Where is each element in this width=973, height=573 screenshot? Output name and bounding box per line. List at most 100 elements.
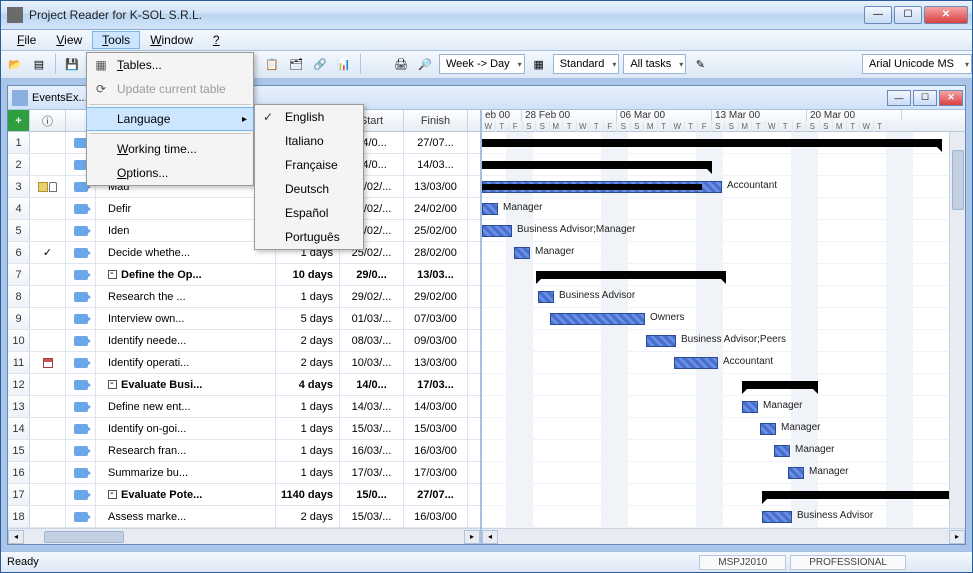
gantt-row[interactable] xyxy=(482,132,965,154)
gantt-bar-task[interactable]: Business Advisor xyxy=(762,511,792,523)
gantt-row[interactable] xyxy=(482,264,965,286)
gantt-bar-task[interactable]: Accountant xyxy=(674,357,718,369)
gantt-bar-task[interactable]: Manager xyxy=(788,467,804,479)
gantt-row[interactable]: Business Advisor;Manager xyxy=(482,220,965,242)
gantt-row[interactable]: Manager xyxy=(482,462,965,484)
timescale-combo[interactable]: Week -> Day xyxy=(439,54,525,74)
gantt-bar-task[interactable]: Business Advisor xyxy=(538,291,554,303)
table-row[interactable]: 13Define new ent...1 days14/03/...14/03/… xyxy=(8,396,480,418)
gantt-row[interactable] xyxy=(482,154,965,176)
table-combo[interactable]: Standard xyxy=(553,54,620,74)
tools-item-working-time-[interactable]: Working time... xyxy=(87,137,253,161)
maximize-button[interactable]: ☐ xyxy=(894,6,922,24)
doc-maximize-button[interactable]: ☐ xyxy=(913,90,937,106)
tool-icon[interactable]: 🗂 xyxy=(286,54,306,74)
gantt-row[interactable]: Accountant xyxy=(482,352,965,374)
tools-item-options-[interactable]: Options... xyxy=(87,161,253,185)
tools-item-language[interactable]: Language xyxy=(86,107,254,131)
gantt-bar-task[interactable]: Manager xyxy=(742,401,758,413)
grid-body[interactable]: 1ys24/0...27/07...2ys24/0...14/03...3Mau… xyxy=(8,132,480,528)
table-row[interactable]: 7Define the Op...10 days29/0...13/03... xyxy=(8,264,480,286)
save-icon[interactable]: 💾 xyxy=(62,54,82,74)
menu-window[interactable]: Window xyxy=(140,31,203,49)
gantt-bar-task[interactable]: Manager xyxy=(774,445,790,457)
gantt-bar-task[interactable]: Business Advisor;Manager xyxy=(482,225,512,237)
gantt-scroll-right-icon[interactable]: ▸ xyxy=(949,530,965,544)
timescale[interactable]: eb 0028 Feb 0006 Mar 0013 Mar 0020 Mar 0… xyxy=(482,110,965,132)
doc-close-button[interactable]: ✕ xyxy=(939,90,963,106)
scroll-right-icon[interactable]: ▸ xyxy=(464,530,480,544)
gantt-bar-progress[interactable] xyxy=(762,492,942,498)
link-icon[interactable]: 🔗 xyxy=(310,54,330,74)
gantt-bar-task[interactable]: Owners xyxy=(550,313,645,325)
highlight-icon[interactable]: ✎ xyxy=(690,54,710,74)
doc-minimize-button[interactable]: — xyxy=(887,90,911,106)
table-row[interactable]: 14Identify on-goi...1 days15/03/...15/03… xyxy=(8,418,480,440)
table-row[interactable]: 8Research the ...1 days29/02/...29/02/00 xyxy=(8,286,480,308)
gantt-bar-task[interactable]: Manager xyxy=(760,423,776,435)
gantt-bar-progress[interactable] xyxy=(742,382,802,388)
gantt-row[interactable] xyxy=(482,484,965,506)
lang-item-française[interactable]: Française xyxy=(255,153,363,177)
gantt-row[interactable]: Manager xyxy=(482,440,965,462)
table-row[interactable]: 17Evaluate Pote...1140 days15/0...27/07.… xyxy=(8,484,480,506)
gantt-row[interactable] xyxy=(482,374,965,396)
gantt-bar-progress[interactable] xyxy=(482,184,702,190)
gantt-row[interactable]: Business Advisor xyxy=(482,506,965,528)
menu-?[interactable]: ? xyxy=(203,31,230,49)
gantt-bar-task[interactable]: Manager xyxy=(482,203,498,215)
copy-icon[interactable]: 📋 xyxy=(262,54,282,74)
preview-icon[interactable]: 🔎 xyxy=(415,54,435,74)
table-row[interactable]: 5Idenys24/02/...25/02/00 xyxy=(8,220,480,242)
minimize-button[interactable]: — xyxy=(864,6,892,24)
gantt-row[interactable]: Owners xyxy=(482,308,965,330)
table-row[interactable]: 12Evaluate Busi...4 days14/0...17/03... xyxy=(8,374,480,396)
tools-menu[interactable]: ▦Tables...⟳Update current tableLanguageW… xyxy=(86,52,254,186)
finish-column-header[interactable]: Finish xyxy=(404,110,468,131)
table-row[interactable]: 18Assess marke...2 days15/03/...16/03/00 xyxy=(8,506,480,528)
gantt-bar-task[interactable]: Business Advisor;Peers xyxy=(646,335,676,347)
close-button[interactable]: ✕ xyxy=(924,6,968,24)
select-all-corner[interactable]: + xyxy=(8,110,30,131)
filter-combo[interactable]: All tasks xyxy=(623,54,686,74)
gantt-row[interactable]: Business Advisor xyxy=(482,286,965,308)
scroll-left-icon[interactable]: ◂ xyxy=(8,530,24,544)
table-row[interactable]: 10Identify neede...2 days08/03/...09/03/… xyxy=(8,330,480,352)
open-icon[interactable]: 📂 xyxy=(5,54,25,74)
title-bar[interactable]: Project Reader for K-SOL S.R.L. — ☐ ✕ xyxy=(1,1,972,30)
print-icon[interactable]: 🖨 xyxy=(391,54,411,74)
table-row[interactable]: 11Identify operati...2 days10/03/...13/0… xyxy=(8,352,480,374)
table-row[interactable]: 16Summarize bu...1 days17/03/...17/03/00 xyxy=(8,462,480,484)
new-icon[interactable]: ▤ xyxy=(29,54,49,74)
menu-bar[interactable]: FileViewToolsWindow? xyxy=(1,30,972,51)
gantt-hscroll[interactable]: ◂ ▸ xyxy=(482,528,965,544)
table-row[interactable]: 6✓Decide whethe...1 days25/02/...28/02/0… xyxy=(8,242,480,264)
table-row[interactable]: 15Research fran...1 days16/03/...16/03/0… xyxy=(8,440,480,462)
filter-icon[interactable]: ▦ xyxy=(529,54,549,74)
vscroll-thumb[interactable] xyxy=(952,150,964,210)
gantt-scroll-left-icon[interactable]: ◂ xyxy=(482,530,498,544)
gantt-bar-task[interactable]: Manager xyxy=(514,247,530,259)
table-row[interactable]: 9Interview own...5 days01/03/...07/03/00 xyxy=(8,308,480,330)
lang-item-español[interactable]: Español xyxy=(255,201,363,225)
gantt-vscroll[interactable] xyxy=(949,132,965,528)
lang-item-italiano[interactable]: Italiano xyxy=(255,129,363,153)
lang-item-deutsch[interactable]: Deutsch xyxy=(255,177,363,201)
gantt-bar-summary[interactable] xyxy=(482,161,712,169)
lang-item-english[interactable]: English xyxy=(255,105,363,129)
tools-item-tables-[interactable]: ▦Tables... xyxy=(87,53,253,77)
menu-tools[interactable]: Tools xyxy=(92,31,140,49)
language-submenu[interactable]: EnglishItalianoFrançaiseDeutschEspañolPo… xyxy=(254,104,364,250)
font-combo[interactable]: Arial Unicode MS xyxy=(862,54,972,74)
gantt-row[interactable]: Manager xyxy=(482,198,965,220)
menu-view[interactable]: View xyxy=(46,31,92,49)
menu-file[interactable]: File xyxy=(7,31,46,49)
gantt-body[interactable]: AccountantManagerBusiness Advisor;Manage… xyxy=(482,132,965,528)
gantt-row[interactable]: Accountant xyxy=(482,176,965,198)
gantt-bar-progress[interactable] xyxy=(536,272,706,278)
gantt-row[interactable]: Business Advisor;Peers xyxy=(482,330,965,352)
hscroll-thumb[interactable] xyxy=(44,531,124,543)
chart-icon[interactable]: 📊 xyxy=(334,54,354,74)
gantt-row[interactable]: Manager xyxy=(482,242,965,264)
indicators-column-header[interactable]: ⓘ xyxy=(30,110,66,131)
